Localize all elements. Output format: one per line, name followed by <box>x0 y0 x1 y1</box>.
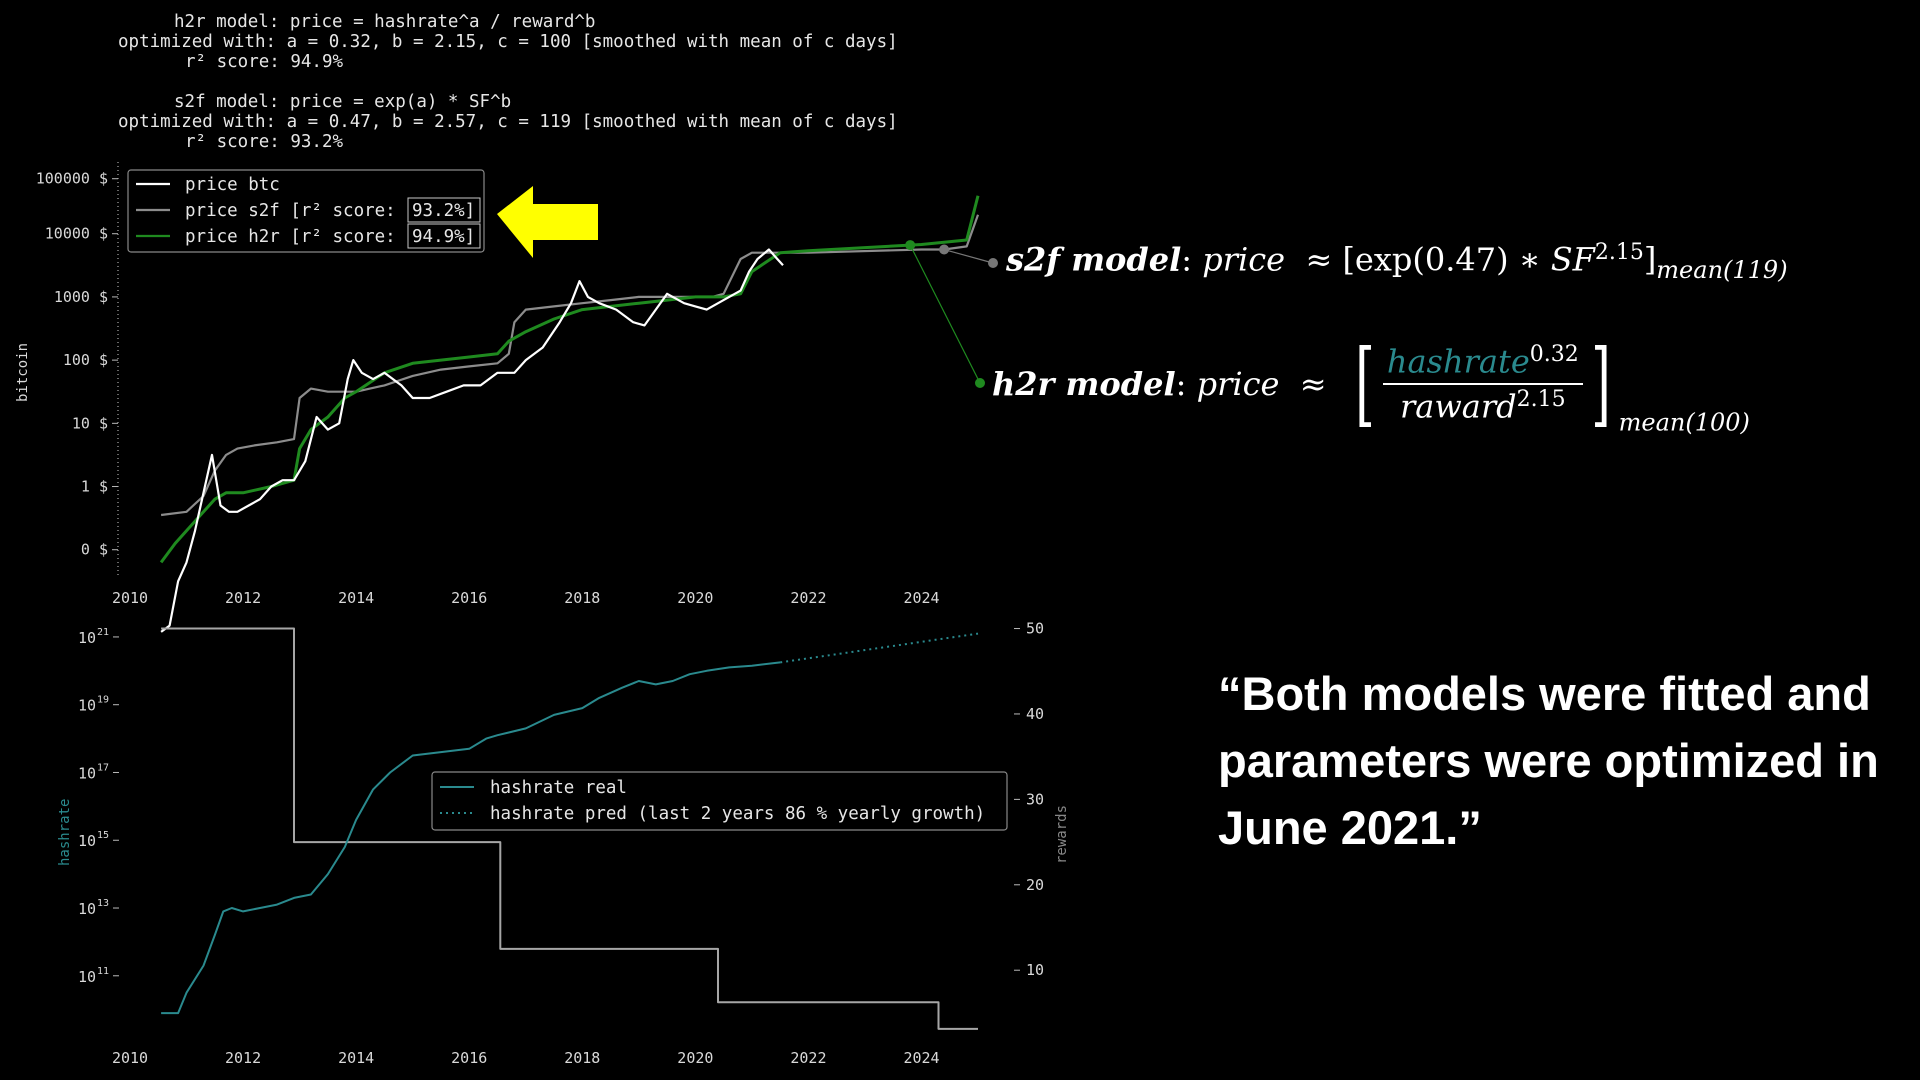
price-y-axis-label: bitcoin <box>15 343 31 402</box>
rewards-y-tick-label: 30 <box>1026 790 1044 808</box>
price-x-tick-label: 2020 <box>677 589 713 607</box>
legend-label-hashrate-real: hashrate real <box>490 778 627 798</box>
hashrate-y-tick-label: 10 <box>78 968 96 986</box>
rewards-y-tick-label: 20 <box>1026 876 1044 894</box>
hashrate-y-tick-exp: 13 <box>97 898 109 909</box>
price-y-tick-label: 10000 $ <box>45 225 108 243</box>
price-y-tick-label: 1000 $ <box>54 288 108 306</box>
hashrate-y-tick-exp: 15 <box>97 830 109 841</box>
price-chart: 0 $ 1 $ 10 $ 100 $ 1000 $ 10000 $ 100000 $ 2010… <box>15 162 980 633</box>
series-price-btc <box>160 248 784 633</box>
hashrate-x-tick-label: 2016 <box>451 1049 487 1067</box>
hashrate-x-tick-label: 2022 <box>790 1049 826 1067</box>
hashrate-x-tick-label: 2020 <box>677 1049 713 1067</box>
price-y-tick-label: 0 $ <box>81 541 108 559</box>
series-price-h2r <box>159 195 980 564</box>
legend-label-price-h2r: price h2r [r² score: <box>185 227 396 247</box>
price-y-tick-label: 100 $ <box>63 351 108 369</box>
s2f-label-dot <box>988 258 998 268</box>
rewards-y-tick-label: 40 <box>1026 705 1044 723</box>
series-rewards <box>161 627 978 1030</box>
hashrate-y-tick-exp: 11 <box>97 966 109 977</box>
legend-score-price-s2f: 93.2%] <box>412 201 475 221</box>
s2f-optimized-line: optimized with: a = 0.47, b = 2.57, c = … <box>118 112 898 132</box>
hashrate-y-tick-label: 10 <box>78 832 96 850</box>
legend-label-price-btc: price btc <box>185 175 280 195</box>
hashrate-y-axis-label: hashrate <box>57 799 73 866</box>
price-y-tick-label: 10 $ <box>72 414 108 432</box>
price-y-tick-label: 100000 $ <box>36 170 108 188</box>
price-x-tick-label: 2024 <box>903 589 939 607</box>
price-y-tick-label: 1 $ <box>81 478 108 496</box>
legend-score-price-h2r: 94.9%] <box>412 227 475 247</box>
hashrate-x-tick-label: 2018 <box>564 1049 600 1067</box>
h2r-connector <box>909 244 981 384</box>
hashrate-x-tick-label: 2010 <box>112 1049 148 1067</box>
rewards-y-tick-label: 10 <box>1026 961 1044 979</box>
hashrate-x-tick-label: 2012 <box>225 1049 261 1067</box>
s2f-r2-line: r² score: 93.2% <box>185 132 344 152</box>
s2f-connector <box>943 248 994 264</box>
price-x-tick-label: 2014 <box>338 589 374 607</box>
legend-score-box <box>407 197 481 223</box>
hashrate-x-tick-label: 2014 <box>338 1049 374 1067</box>
annotation-overlay <box>497 186 998 388</box>
rewards-y-axis-label: rewards <box>1054 805 1070 864</box>
legend-score-box <box>407 223 481 249</box>
rewards-y-tick-label: 50 <box>1026 620 1044 638</box>
legend-label-price-s2f: price s2f [r² score: <box>185 201 396 221</box>
h2r-connector-dot <box>905 240 916 251</box>
price-x-tick-label: 2022 <box>790 589 826 607</box>
price-x-tick-label: 2018 <box>564 589 600 607</box>
hashrate-legend-frame <box>431 771 1008 831</box>
h2r-r2-line: r² score: 94.9% <box>185 52 344 72</box>
hashrate-y-tick-exp: 19 <box>97 695 109 706</box>
s2f-model-line: s2f model: price = exp(a) * SF^b <box>174 92 512 112</box>
price-legend-frame <box>127 169 485 253</box>
h2r-optimized-line: optimized with: a = 0.32, b = 2.15, c = … <box>118 32 898 52</box>
hashrate-legend: hashrate real hashrate pred (last 2 years… <box>431 771 1008 831</box>
price-x-tick-label: 2012 <box>225 589 261 607</box>
h2r-label-dot <box>975 378 985 388</box>
series-hashrate-real <box>161 661 781 1015</box>
legend-label-hashrate-pred-last-2-years-86-yearly-growth: hashrate pred (last 2 years 86 % yearly … <box>490 804 985 824</box>
series-hashrate-pred <box>780 632 979 664</box>
hashrate-y-tick-exp: 21 <box>97 627 109 638</box>
hashrate-x-tick-label: 2024 <box>903 1049 939 1067</box>
quote-text: “Both models were fitted and parameters … <box>1218 667 1879 854</box>
price-x-tick-label: 2010 <box>112 589 148 607</box>
hashrate-y-tick-label: 10 <box>78 629 96 647</box>
hashrate-y-tick-label: 10 <box>78 900 96 918</box>
price-legend: price btc price s2f [r² score: 93.2%] price… <box>127 169 485 253</box>
hashrate-y-tick-exp: 17 <box>97 762 109 773</box>
series-price-s2f <box>160 214 980 517</box>
hashrate-y-tick-label: 10 <box>78 697 96 715</box>
s2f-connector-dot <box>939 244 950 255</box>
h2r-model-line: h2r model: price = hashrate^a / reward^b <box>174 12 596 32</box>
yellow-arrow-icon <box>497 186 598 258</box>
price-x-tick-label: 2016 <box>451 589 487 607</box>
hashrate-y-tick-label: 10 <box>78 764 96 782</box>
